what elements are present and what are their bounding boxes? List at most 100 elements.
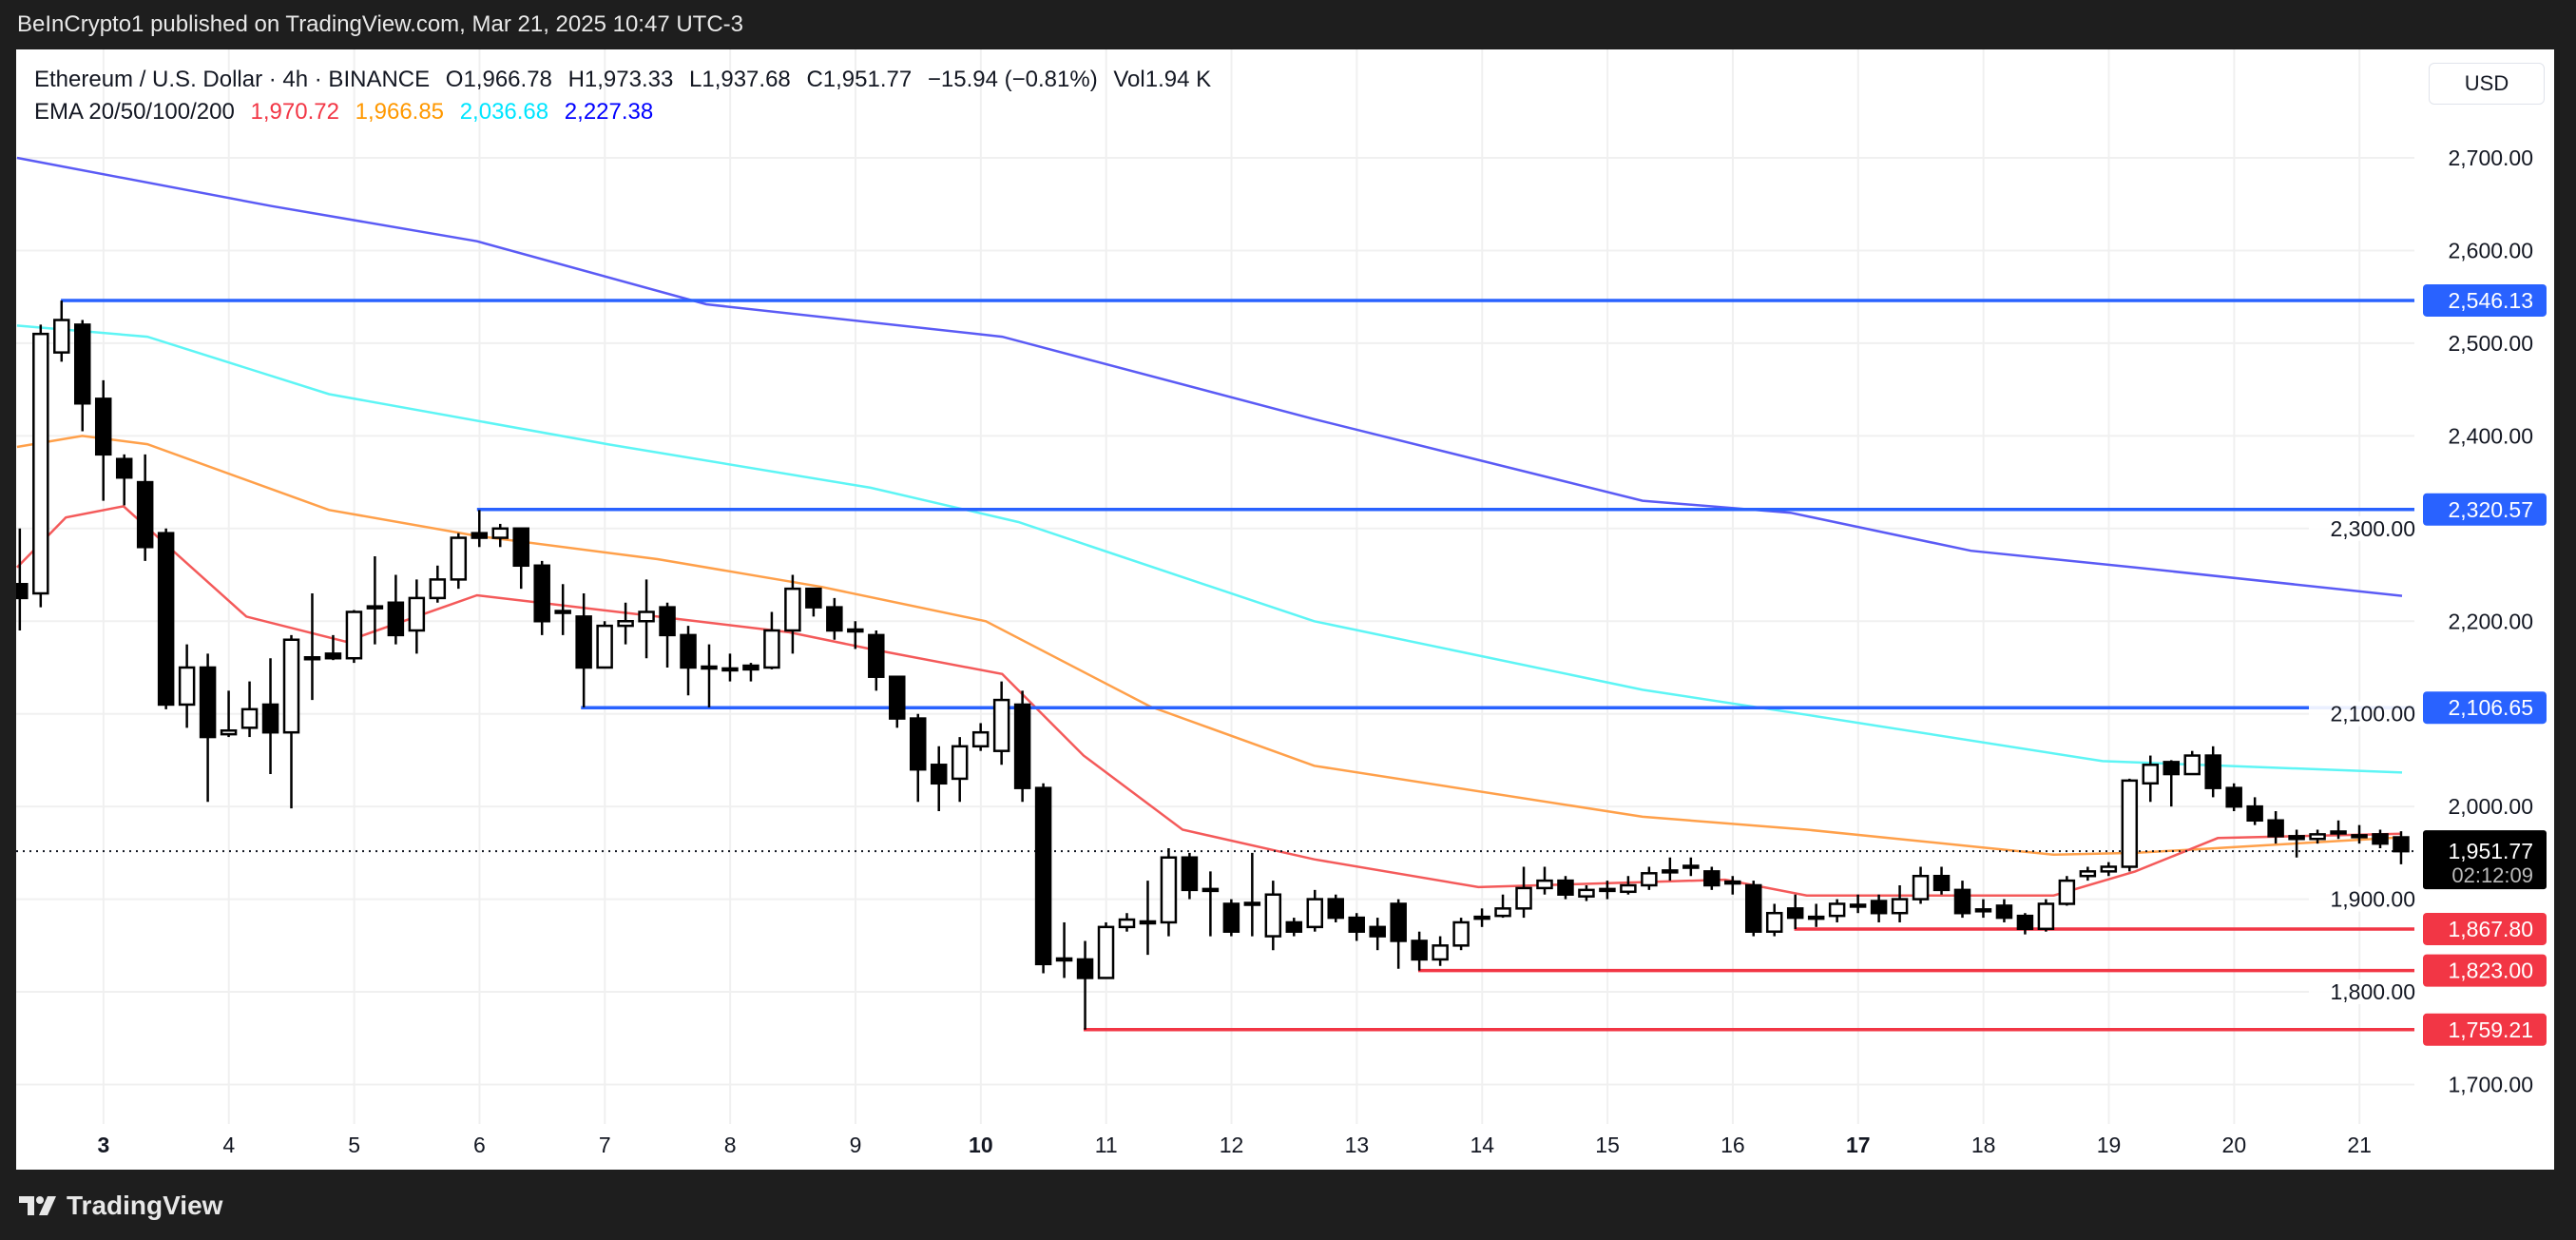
price-axis-label: 2,400.00 — [2448, 423, 2533, 448]
candle — [491, 523, 509, 548]
candle — [115, 454, 133, 506]
candle — [951, 737, 969, 803]
candle-body-down — [512, 527, 529, 568]
candle-body-up — [1912, 874, 1930, 901]
candle-body-down — [2393, 836, 2410, 853]
candle-body-up — [1160, 856, 1178, 924]
ema200-value: 2,227.38 — [564, 99, 654, 125]
candle — [1662, 857, 1679, 882]
candle — [1891, 884, 1909, 922]
candle-body-up — [1662, 869, 1679, 874]
level-price-tag — [2423, 954, 2547, 987]
candle — [1118, 913, 1136, 932]
level-price-label: 2,320.57 — [2448, 497, 2533, 522]
candle-body-down — [1953, 888, 1971, 915]
candle-body-up — [1807, 915, 1825, 920]
date-axis-label: 8 — [724, 1133, 737, 1157]
candle-body-up — [1432, 944, 1449, 961]
candle — [971, 723, 990, 751]
candle — [471, 510, 489, 548]
candle-body-down — [1557, 879, 1574, 896]
candle — [2330, 820, 2347, 840]
candle — [533, 560, 550, 635]
date-axis-label: 9 — [850, 1133, 862, 1157]
candle — [617, 602, 634, 645]
candle — [805, 587, 822, 617]
candle-body-up — [596, 624, 613, 669]
candle — [2309, 829, 2326, 844]
candle-body-up — [1473, 915, 1490, 920]
price-axis-label: 1,800.00 — [2330, 979, 2415, 1004]
candle — [1807, 903, 1825, 927]
ema50-value: 1,966.85 — [355, 99, 445, 125]
candle — [1473, 908, 1490, 927]
candle — [847, 621, 864, 649]
candle — [1222, 899, 1240, 937]
chart-area[interactable]: 3 4 5 6 7 8 9 10 11 12 13 14 15 16 17 18 19 20 21 2,700.00 2… — [16, 49, 2554, 1170]
candle-body-down — [805, 587, 822, 609]
date-axis-label: 18 — [1971, 1133, 1996, 1157]
symbol-legend: Ethereum / U.S. Dollar · 4h · BINANCE O1… — [34, 67, 1221, 93]
candle — [575, 593, 592, 707]
ema-line-ema20 — [16, 505, 2403, 897]
candle — [1243, 852, 1261, 937]
candle — [1599, 881, 1616, 900]
candle-body-up — [1243, 901, 1261, 906]
candle-body-down — [2288, 835, 2305, 841]
candle-body-up — [429, 578, 447, 600]
candle-body-down — [1932, 874, 1951, 892]
candle — [366, 556, 384, 645]
candle — [1076, 940, 1094, 1030]
level-price-tag — [2423, 691, 2547, 725]
candle — [2100, 862, 2118, 877]
candle — [1744, 881, 1762, 937]
currency-button[interactable]: USD — [2429, 63, 2545, 105]
candle — [1620, 876, 1637, 895]
candle-body-down — [1390, 902, 1407, 942]
candle-body-up — [491, 527, 509, 539]
date-axis-label: 19 — [2097, 1133, 2122, 1157]
ema-label[interactable]: EMA 20/50/100/200 — [34, 99, 235, 125]
candle-body-down — [1744, 883, 1762, 933]
candle — [1201, 871, 1220, 937]
date-axis-label: 5 — [348, 1133, 360, 1157]
candle-body-up — [638, 610, 655, 623]
price-axis-label: 1,900.00 — [2330, 887, 2415, 912]
candle — [1160, 848, 1178, 937]
tradingview-logo[interactable]: TradingView — [19, 1191, 222, 1221]
candle — [16, 528, 29, 630]
candle-body-down — [73, 323, 91, 405]
open-value: O1,966.78 — [445, 67, 552, 92]
candle — [1369, 918, 1386, 951]
candle — [1181, 852, 1199, 900]
symbol-name[interactable]: Ethereum / U.S. Dollar · 4h · BINANCE — [34, 67, 431, 92]
candle-body-up — [784, 587, 801, 632]
candle — [2183, 750, 2201, 776]
candle-body-down — [742, 664, 759, 671]
candle-body-up — [1118, 918, 1136, 929]
ema-line-ema100 — [16, 324, 2403, 774]
candle — [2058, 876, 2076, 906]
candle — [199, 653, 217, 803]
candle-body-up — [32, 332, 49, 595]
candle — [638, 579, 655, 659]
date-axis-label: 6 — [473, 1133, 486, 1157]
candle-body-down — [1285, 920, 1303, 933]
candle — [1641, 866, 1658, 890]
date-axis-label: 11 — [1095, 1133, 1118, 1157]
candle — [2079, 866, 2097, 882]
candle-body-up — [1055, 957, 1073, 962]
price-axis-label: 2,700.00 — [2448, 145, 2533, 170]
candle — [2016, 913, 2034, 935]
candle-body-up — [408, 596, 426, 632]
candle — [659, 602, 676, 668]
candle — [868, 630, 885, 691]
candle — [1932, 866, 1951, 895]
candle — [1953, 881, 1971, 919]
candle — [2246, 797, 2263, 825]
price-chart[interactable]: 3 4 5 6 7 8 9 10 11 12 13 14 15 16 17 18 19 20 21 2,700.00 2… — [16, 49, 2554, 1170]
candle-body-up — [701, 665, 718, 670]
candle-body-up — [240, 707, 259, 729]
date-axis-label: 7 — [599, 1133, 611, 1157]
candle-body-down — [1222, 902, 1240, 933]
